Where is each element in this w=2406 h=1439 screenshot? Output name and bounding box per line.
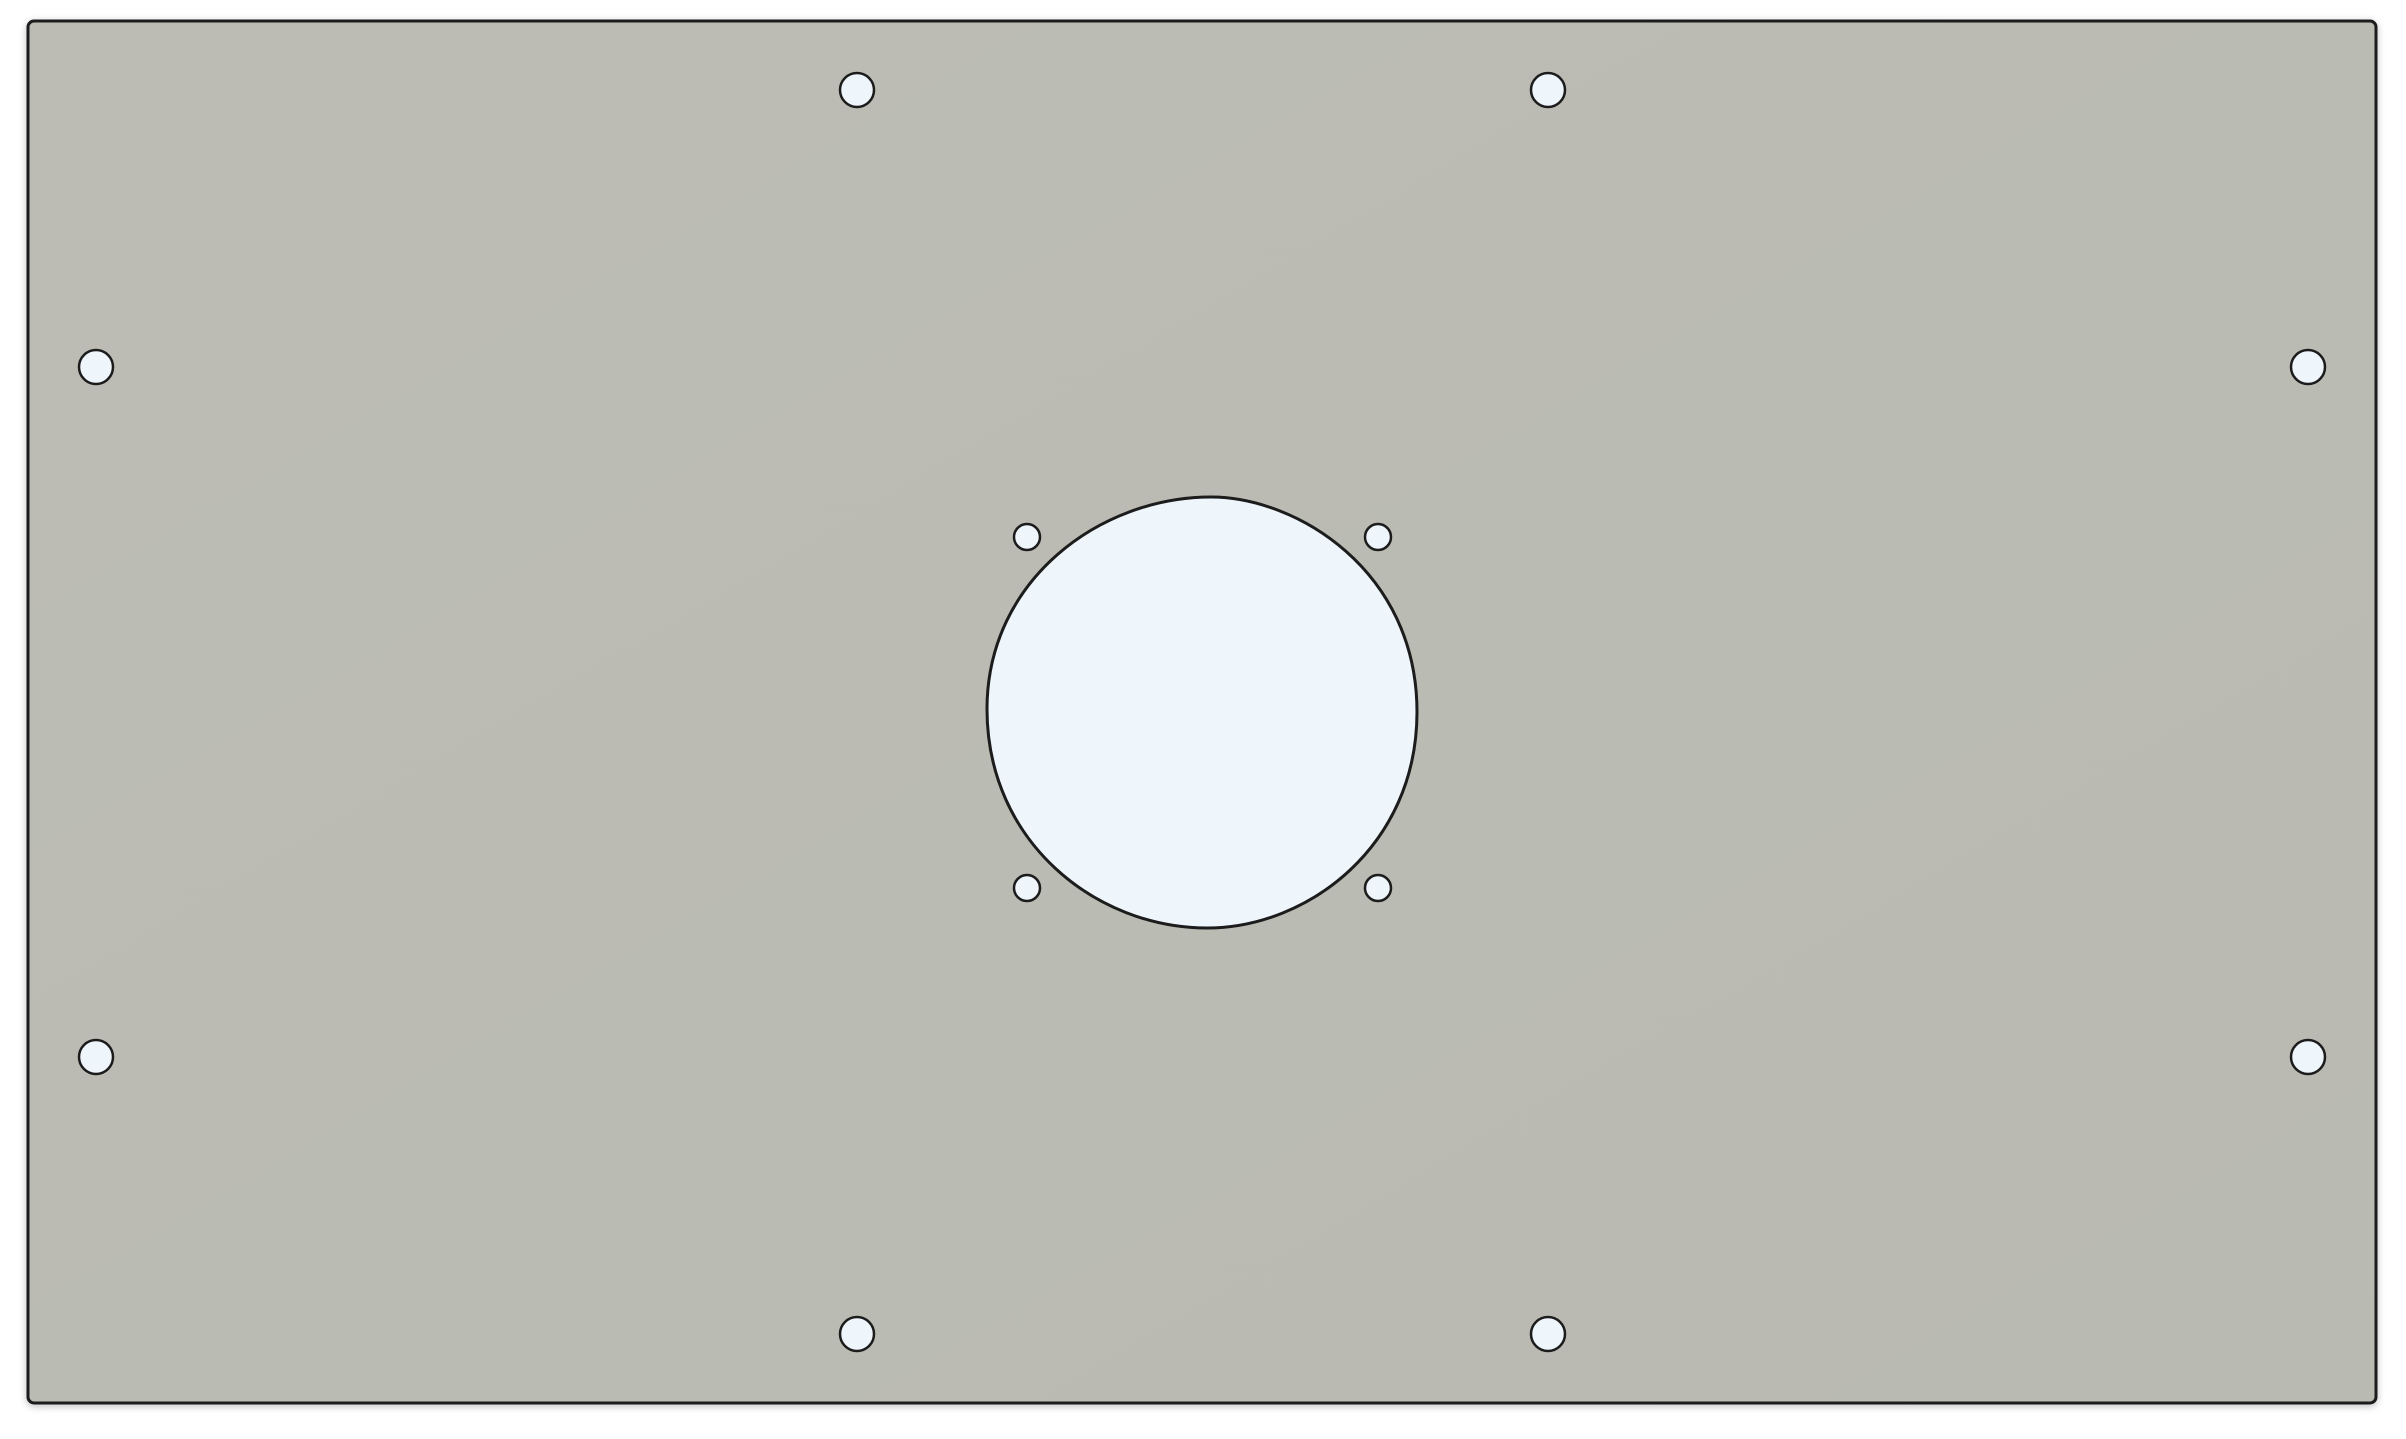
mounting-hole (2289, 1038, 2327, 1076)
fan-screw-hole (1012, 522, 1042, 552)
fan-screw-hole (1012, 873, 1042, 903)
mounting-hole (838, 71, 876, 109)
mounting-hole (77, 1038, 115, 1076)
mounting-hole (838, 1315, 876, 1353)
center-fan-cutout (985, 495, 1419, 930)
mounting-hole (1529, 71, 1567, 109)
fan-screw-hole (1363, 522, 1393, 552)
mounting-hole (77, 348, 115, 386)
fan-screw-hole (1363, 873, 1393, 903)
mounting-hole (2289, 348, 2327, 386)
mounting-hole (1529, 1315, 1567, 1353)
